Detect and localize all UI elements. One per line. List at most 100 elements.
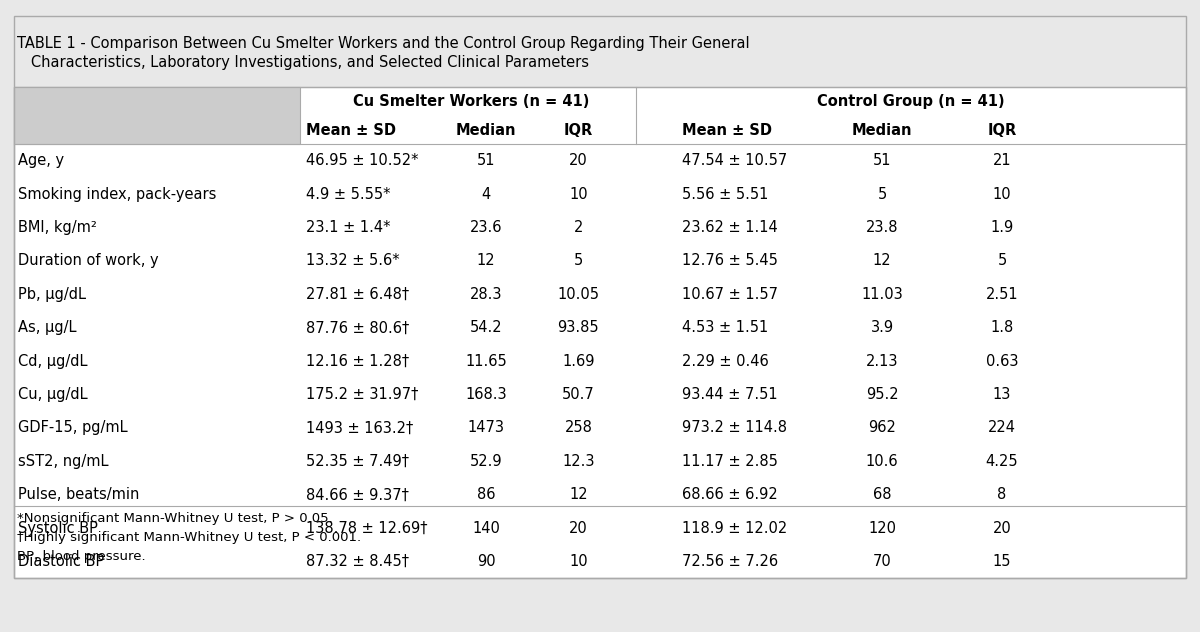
Text: 962: 962 [868,420,896,435]
Text: 51: 51 [476,154,496,168]
Text: 12.3: 12.3 [562,454,595,469]
Text: sST2, ng/mL: sST2, ng/mL [18,454,108,469]
Text: 15: 15 [992,554,1012,569]
Text: 90: 90 [476,554,496,569]
Text: 21: 21 [992,154,1012,168]
Text: Cu Smelter Workers (n = 41): Cu Smelter Workers (n = 41) [353,94,589,109]
Text: 10.05: 10.05 [557,287,600,302]
Text: 258: 258 [564,420,593,435]
Text: Median: Median [456,123,516,138]
Text: 10: 10 [569,186,588,202]
Text: 224: 224 [988,420,1016,435]
Text: 12: 12 [872,253,892,269]
Text: 168.3: 168.3 [466,387,506,402]
Text: 10.67 ± 1.57: 10.67 ± 1.57 [682,287,778,302]
Text: 93.85: 93.85 [558,320,599,336]
Text: 1493 ± 163.2†: 1493 ± 163.2† [306,420,413,435]
Text: 4.25: 4.25 [985,454,1019,469]
Text: IQR: IQR [564,123,593,138]
Text: BMI, kg/m²: BMI, kg/m² [18,220,97,235]
Text: Pulse, beats/min: Pulse, beats/min [18,487,139,502]
Text: 11.03: 11.03 [862,287,902,302]
Text: 1.8: 1.8 [990,320,1014,336]
Text: 12.76 ± 5.45: 12.76 ± 5.45 [682,253,778,269]
Text: 12.16 ± 1.28†: 12.16 ± 1.28† [306,354,409,368]
Text: 20: 20 [569,154,588,168]
Text: 140: 140 [472,521,500,536]
Text: Age, y: Age, y [18,154,64,168]
Bar [14,87,300,144]
Text: Characteristics, Laboratory Investigations, and Selected Clinical Parameters: Characteristics, Laboratory Investigatio… [17,56,589,70]
Text: 95.2: 95.2 [865,387,899,402]
Text: 84.66 ± 9.37†: 84.66 ± 9.37† [306,487,409,502]
Text: 1.69: 1.69 [562,354,595,368]
Text: 5.56 ± 5.51: 5.56 ± 5.51 [682,186,768,202]
Text: Control Group (n = 41): Control Group (n = 41) [817,94,1004,109]
Text: BP, blood pressure.: BP, blood pressure. [17,550,145,563]
Text: Mean ± SD: Mean ± SD [306,123,396,138]
Text: 54.2: 54.2 [469,320,503,336]
Text: *Nonsignificant Mann-Whitney U test, P > 0.05.: *Nonsignificant Mann-Whitney U test, P >… [17,512,332,525]
Text: 20: 20 [992,521,1012,536]
Text: 50.7: 50.7 [562,387,595,402]
Text: 1.9: 1.9 [990,220,1014,235]
Text: 118.9 ± 12.02: 118.9 ± 12.02 [682,521,787,536]
Text: 2.13: 2.13 [865,354,899,368]
Text: 2.51: 2.51 [985,287,1019,302]
Text: 47.54 ± 10.57: 47.54 ± 10.57 [682,154,787,168]
Text: 138.78 ± 12.69†: 138.78 ± 12.69† [306,521,427,536]
Text: Median: Median [852,123,912,138]
Text: 52.9: 52.9 [469,454,503,469]
Text: Diastolic BP: Diastolic BP [18,554,104,569]
Text: 175.2 ± 31.97†: 175.2 ± 31.97† [306,387,419,402]
Text: 4.53 ± 1.51: 4.53 ± 1.51 [682,320,768,336]
Text: 973.2 ± 114.8: 973.2 ± 114.8 [682,420,787,435]
Text: 10: 10 [992,186,1012,202]
Text: 2: 2 [574,220,583,235]
Text: 93.44 ± 7.51: 93.44 ± 7.51 [682,387,778,402]
Text: TABLE 1 - Comparison Between Cu Smelter Workers and the Control Group Regarding : TABLE 1 - Comparison Between Cu Smelter … [17,37,750,51]
Text: 3.9: 3.9 [870,320,894,336]
Text: 11.17 ± 2.85: 11.17 ± 2.85 [682,454,778,469]
Text: 87.32 ± 8.45†: 87.32 ± 8.45† [306,554,409,569]
Text: 5: 5 [574,253,583,269]
Text: Pb, μg/dL: Pb, μg/dL [18,287,86,302]
Bar [14,87,1186,578]
Text: 13.32 ± 5.6*: 13.32 ± 5.6* [306,253,400,269]
Text: 46.95 ± 10.52*: 46.95 ± 10.52* [306,154,419,168]
Text: 70: 70 [872,554,892,569]
Text: 23.6: 23.6 [469,220,503,235]
Text: 13: 13 [992,387,1012,402]
Text: 12: 12 [569,487,588,502]
Text: Systolic BP: Systolic BP [18,521,98,536]
Text: 28.3: 28.3 [469,287,503,302]
Text: 23.62 ± 1.14: 23.62 ± 1.14 [682,220,778,235]
Text: 5: 5 [877,186,887,202]
Text: 68: 68 [872,487,892,502]
Bar [0,16,1200,87]
Text: 68.66 ± 6.92: 68.66 ± 6.92 [682,487,778,502]
Text: 0.63: 0.63 [985,354,1019,368]
Text: Duration of work, y: Duration of work, y [18,253,158,269]
Text: GDF-15, pg/mL: GDF-15, pg/mL [18,420,127,435]
Text: 11.65: 11.65 [466,354,506,368]
Text: 5: 5 [997,253,1007,269]
Text: 27.81 ± 6.48†: 27.81 ± 6.48† [306,287,409,302]
Text: 12: 12 [476,253,496,269]
Text: 10.6: 10.6 [865,454,899,469]
Text: 87.76 ± 80.6†: 87.76 ± 80.6† [306,320,409,336]
Text: 2.29 ± 0.46: 2.29 ± 0.46 [682,354,768,368]
Text: As, μg/L: As, μg/L [18,320,77,336]
Text: 8: 8 [997,487,1007,502]
Text: 86: 86 [476,487,496,502]
Text: 4.9 ± 5.55*: 4.9 ± 5.55* [306,186,390,202]
Text: Cd, μg/dL: Cd, μg/dL [18,354,88,368]
Text: Cu, μg/dL: Cu, μg/dL [18,387,88,402]
Text: 20: 20 [569,521,588,536]
Text: Smoking index, pack-years: Smoking index, pack-years [18,186,216,202]
Text: 1473: 1473 [468,420,504,435]
Text: 23.1 ± 1.4*: 23.1 ± 1.4* [306,220,390,235]
Bar [14,16,1186,578]
Text: 72.56 ± 7.26: 72.56 ± 7.26 [682,554,778,569]
Text: 51: 51 [872,154,892,168]
